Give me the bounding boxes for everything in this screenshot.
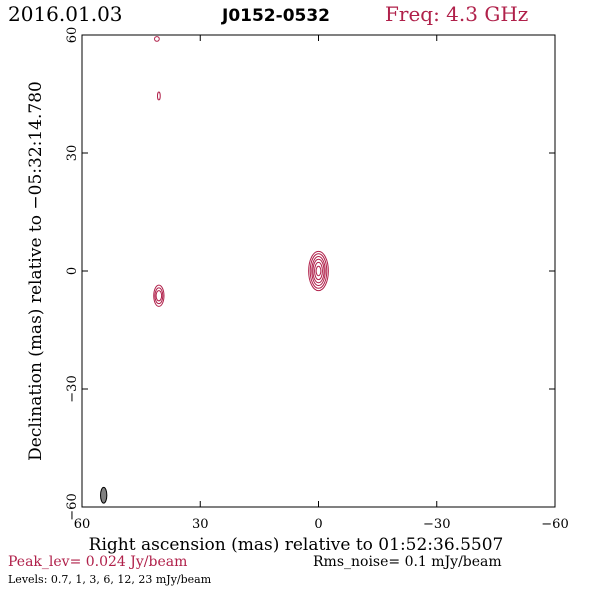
peak-level: Peak_lev= 0.024 Jy/beam xyxy=(8,554,187,570)
x-tick-label: 60 xyxy=(74,517,91,532)
contour-faint-north xyxy=(156,91,161,101)
observation-date: 2016.01.03 xyxy=(8,2,123,26)
y-axis-label: Declination (mas) relative to −05:32:14.… xyxy=(26,81,46,461)
y-tick-labels: −60 −30 0 30 60 xyxy=(65,27,80,521)
contour-faint-top xyxy=(154,36,160,42)
y-tick-label: 30 xyxy=(65,145,80,162)
contour-core xyxy=(314,261,323,281)
contour-layer xyxy=(153,36,329,307)
x-tick-label: −60 xyxy=(541,517,568,532)
axis-ticks xyxy=(81,34,556,508)
y-tick-label: 0 xyxy=(65,267,80,275)
y-tick-label: −30 xyxy=(65,375,80,402)
contour-core xyxy=(311,255,326,287)
x-tick-label: −30 xyxy=(423,517,450,532)
beam-layer xyxy=(100,486,108,504)
y-tick-label: −60 xyxy=(65,493,80,520)
rms-noise: Rms_noise= 0.1 mJy/beam xyxy=(313,554,502,570)
contour-levels: Levels: 0.7, 1, 3, 6, 12, 23 mJy/beam xyxy=(8,573,212,586)
x-tick-label: 0 xyxy=(314,517,322,532)
contour-core xyxy=(309,253,328,289)
contour-core xyxy=(308,250,329,292)
x-tick-labels: 60 30 0 −30 −60 xyxy=(74,517,569,532)
contour-secondary xyxy=(154,287,164,305)
contour-core xyxy=(315,265,322,277)
source-name: J0152-0532 xyxy=(221,6,330,26)
beam-ellipse xyxy=(100,486,108,504)
contour-secondary xyxy=(155,290,163,302)
frequency-label: Freq: 4.3 GHz xyxy=(385,2,528,26)
x-tick-label: 30 xyxy=(192,517,209,532)
plot-frame xyxy=(81,34,556,508)
contour-core xyxy=(312,258,325,284)
y-tick-label: 60 xyxy=(65,27,80,44)
x-axis-label: Right ascension (mas) relative to 01:52:… xyxy=(89,535,504,555)
contour-secondary xyxy=(153,284,165,307)
